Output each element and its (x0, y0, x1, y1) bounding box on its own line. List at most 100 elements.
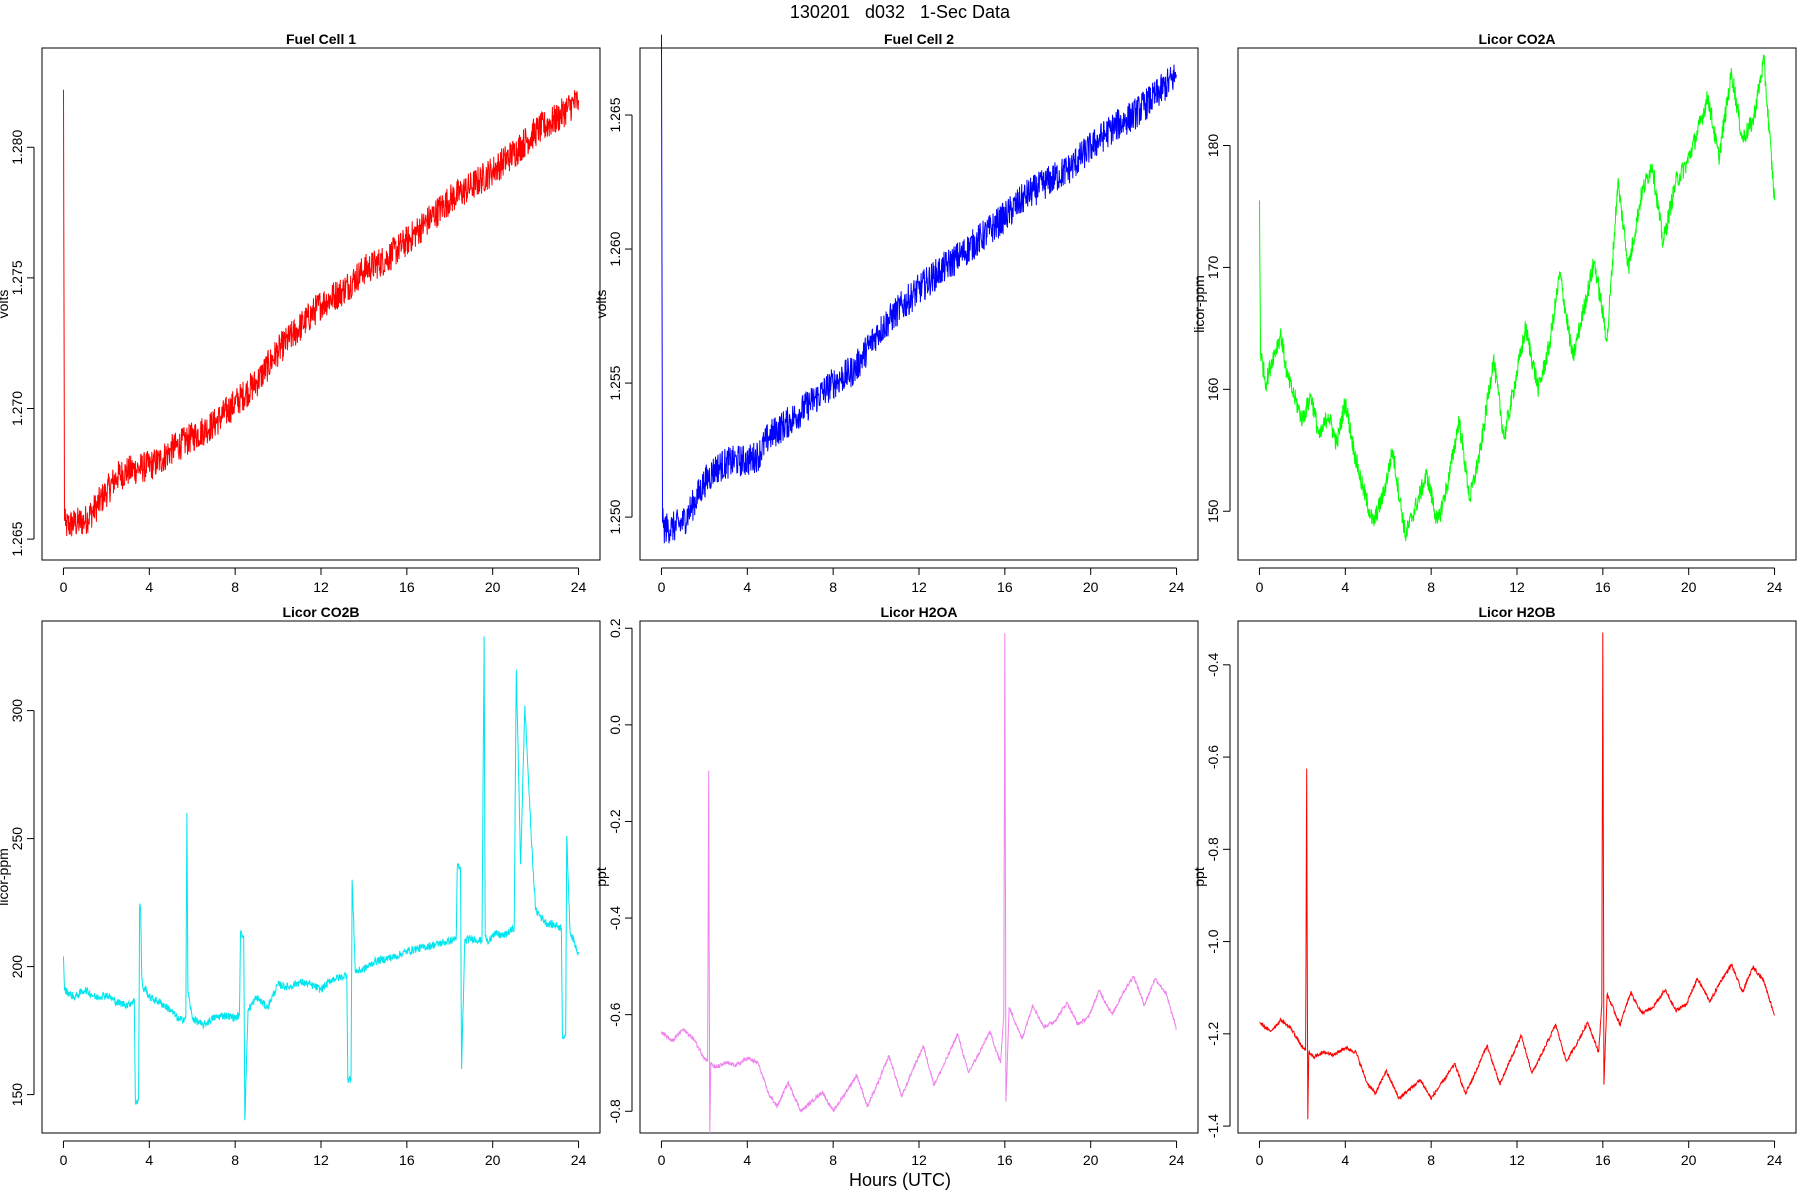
x-tick-label: 20 (1083, 1152, 1099, 1168)
chart-panel: Licor CO2B licor-ppm 0 4 8 12 16 20 24 150 200 250 3… (0, 604, 601, 1168)
y-tick-label: 170 (1205, 256, 1221, 280)
y-axis-label: ppt (1191, 867, 1207, 887)
x-tick-label: 12 (1509, 579, 1525, 595)
x-tick-label: 4 (1341, 579, 1349, 595)
x-tick-label: 16 (997, 1152, 1013, 1168)
y-tick-label: -0.4 (1205, 653, 1221, 677)
plot-frame (639, 47, 1199, 561)
y-tick-label: 1.270 (9, 391, 25, 426)
plot-frame (41, 47, 601, 561)
x-tick-label: 0 (658, 1152, 666, 1168)
x-tick-label: 0 (60, 579, 68, 595)
x-tick-label: 0 (658, 579, 666, 595)
x-tick-label: 4 (145, 579, 153, 595)
x-tick-label: 20 (485, 579, 501, 595)
plot-frame (1237, 47, 1797, 561)
y-tick-label: -0.8 (1205, 837, 1221, 861)
panel-title: Licor CO2A (1478, 31, 1555, 47)
y-tick-label: 1.250 (607, 499, 623, 534)
x-tick-label: 8 (1427, 579, 1435, 595)
x-tick-label: 8 (231, 1152, 239, 1168)
x-tick-label: 20 (1083, 579, 1099, 595)
x-tick-label: 12 (313, 579, 329, 595)
x-tick-label: 16 (1595, 579, 1611, 595)
y-tick-label: -0.6 (607, 1002, 623, 1026)
y-tick-label: 1.265 (607, 97, 623, 132)
y-tick-label: -1.4 (1205, 1114, 1221, 1138)
x-tick-label: 12 (1509, 1152, 1525, 1168)
chart-panel: Licor H2OA ppt 0 4 8 12 16 20 24 -0.8 -0.6 -0.4 -0.2… (593, 604, 1199, 1168)
series-line (1259, 632, 1775, 1120)
y-tick-label: -0.4 (607, 906, 623, 930)
y-tick-label: -0.2 (607, 809, 623, 833)
y-tick-label: 180 (1205, 134, 1221, 158)
x-tick-label: 20 (1681, 1152, 1697, 1168)
series-line (661, 34, 1177, 544)
y-tick-label: 1.260 (607, 231, 623, 266)
x-tick-label: 0 (1256, 579, 1264, 595)
plot-frame (1237, 620, 1797, 1134)
y-tick-label: 150 (9, 1083, 25, 1107)
y-tick-label: 1.265 (9, 521, 25, 556)
y-tick-label: -1.2 (1205, 1022, 1221, 1046)
x-tick-label: 24 (571, 579, 587, 595)
y-tick-label: 0.0 (607, 715, 623, 735)
y-axis-label: volts (0, 290, 11, 319)
x-tick-label: 24 (571, 1152, 587, 1168)
chart-panel: Licor CO2A licor-ppm 0 4 8 12 16 20 24 150 160 170 1… (1191, 31, 1797, 595)
panel-title: Licor H2OA (880, 604, 957, 620)
chart-panel: Fuel Cell 1 volts 0 4 8 12 16 20 24 1.265 1.270 1.2… (0, 31, 601, 595)
x-tick-label: 16 (1595, 1152, 1611, 1168)
x-tick-label: 0 (1256, 1152, 1264, 1168)
x-tick-label: 20 (485, 1152, 501, 1168)
y-axis-label: volts (593, 290, 609, 319)
panel-title: Fuel Cell 1 (286, 31, 356, 47)
x-tick-label: 8 (231, 579, 239, 595)
y-tick-label: 300 (9, 699, 25, 723)
x-axis-caption: Hours (UTC) (849, 1170, 951, 1190)
panel-title: Licor H2OB (1478, 604, 1555, 620)
series-line (63, 636, 579, 1121)
y-tick-label: 200 (9, 955, 25, 979)
x-tick-label: 12 (313, 1152, 329, 1168)
x-tick-label: 0 (60, 1152, 68, 1168)
chart-panel: Licor H2OB ppt 0 4 8 12 16 20 24 -1.4 -1.2 -1.0 -0.8… (1191, 604, 1797, 1168)
series-line (63, 89, 579, 537)
plot-frame (41, 620, 601, 1134)
series-line (661, 633, 1177, 1134)
x-tick-label: 12 (911, 1152, 927, 1168)
y-tick-label: 0.2 (607, 618, 623, 638)
x-tick-label: 16 (399, 1152, 415, 1168)
y-tick-label: -0.8 (607, 1099, 623, 1123)
x-tick-label: 24 (1169, 579, 1185, 595)
x-tick-label: 4 (743, 1152, 751, 1168)
x-tick-label: 16 (399, 579, 415, 595)
y-axis-label: licor-ppm (1191, 275, 1207, 333)
series-line (1259, 54, 1775, 542)
y-tick-label: 1.255 (607, 365, 623, 400)
main-title: 130201 d032 1-Sec Data (789, 2, 1011, 22)
x-tick-label: 12 (911, 579, 927, 595)
x-tick-label: 4 (145, 1152, 153, 1168)
x-tick-label: 8 (829, 1152, 837, 1168)
y-tick-label: 160 (1205, 377, 1221, 401)
x-tick-label: 8 (1427, 1152, 1435, 1168)
y-axis-label: licor-ppm (0, 848, 11, 906)
plot-frame (639, 620, 1199, 1134)
panel-title: Licor CO2B (282, 604, 359, 620)
x-tick-label: 20 (1681, 579, 1697, 595)
x-tick-label: 24 (1767, 579, 1783, 595)
x-tick-label: 4 (743, 579, 751, 595)
y-axis-label: ppt (593, 867, 609, 887)
x-tick-label: 4 (1341, 1152, 1349, 1168)
y-tick-label: 250 (9, 827, 25, 851)
x-tick-label: 24 (1767, 1152, 1783, 1168)
chart-panel: Fuel Cell 2 volts 0 4 8 12 16 20 24 1.250 1.255 1.2… (593, 31, 1199, 595)
x-tick-label: 8 (829, 579, 837, 595)
panel-title: Fuel Cell 2 (884, 31, 954, 47)
x-tick-label: 24 (1169, 1152, 1185, 1168)
x-tick-label: 16 (997, 579, 1013, 595)
y-tick-label: 1.280 (9, 130, 25, 165)
y-tick-label: 150 (1205, 499, 1221, 523)
